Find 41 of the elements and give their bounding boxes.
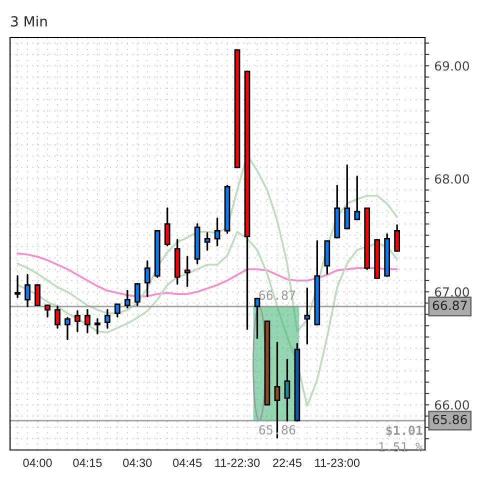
candlestick [134, 283, 140, 306]
candlestick [104, 309, 110, 329]
ref-line-label: 66.87 [432, 300, 467, 310]
candlestick [44, 304, 50, 318]
x-tick-label: 04:00 [23, 458, 52, 468]
candlestick [344, 164, 350, 230]
candlestick [64, 316, 70, 340]
candlestick [164, 207, 170, 246]
x-tick-label: 11-23:00 [315, 458, 360, 468]
candlestick [304, 288, 310, 345]
candlestick [34, 284, 40, 306]
x-tick-label: 04:30 [123, 458, 152, 468]
candlestick [354, 176, 360, 220]
x-tick-label: 04:45 [173, 458, 202, 468]
candlestick [394, 224, 400, 252]
candlestick [214, 217, 220, 246]
ref-line-label: 65.86 [432, 414, 467, 424]
annotation: $1.01 [386, 425, 422, 437]
chart-title: 3 Min [11, 16, 47, 27]
candlestick [114, 303, 120, 318]
candlestick [184, 256, 190, 287]
candlestick [204, 232, 210, 251]
candlestick [284, 358, 290, 422]
annotation: 1.51 % [379, 442, 423, 452]
y-tick-label: 67.00 [434, 287, 470, 297]
candlestick [124, 290, 130, 308]
candlestick [14, 275, 20, 298]
y-tick-label: 66.00 [434, 400, 470, 410]
x-tick-label: 11-22:30 [215, 458, 260, 468]
candlestick [94, 318, 100, 334]
x-tick-label: 22:45 [273, 458, 302, 468]
candlestick [84, 309, 90, 334]
candlestick [54, 306, 60, 329]
y-tick-label: 69.00 [434, 61, 470, 71]
candlestick [74, 310, 80, 332]
y-tick-label: 68.00 [434, 174, 470, 184]
candlestick [24, 274, 30, 308]
line-series [16, 230, 398, 407]
candlestick [254, 298, 260, 339]
candlestick [144, 260, 150, 298]
x-tick-label: 04:15 [73, 458, 102, 468]
